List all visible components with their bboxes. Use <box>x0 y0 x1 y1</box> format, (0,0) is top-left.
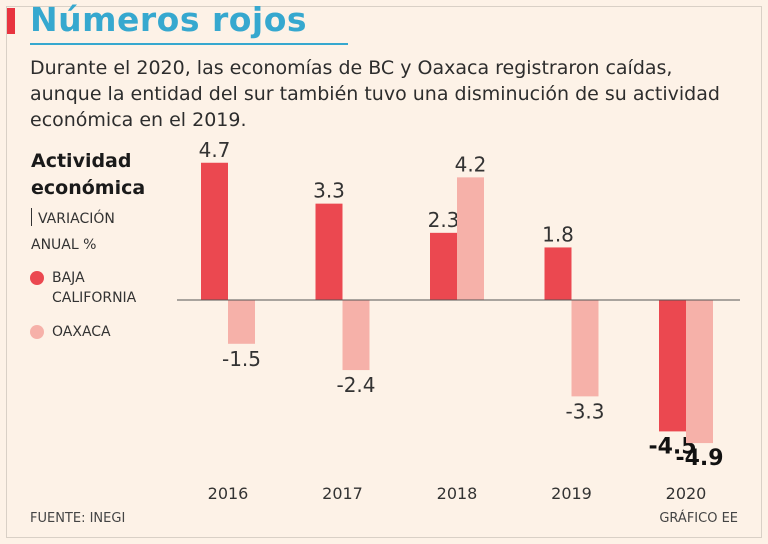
legend-line: BAJA <box>52 270 85 286</box>
subtitle-line: económica en el 2019. <box>30 109 247 131</box>
bar-bc-2018 <box>430 232 457 300</box>
bar-oaxaca-2019 <box>571 300 599 397</box>
legend-line: CALIFORNIA <box>52 290 137 306</box>
legend-label-bc: BAJA CALIFORNIA <box>52 268 136 308</box>
unit-line: VARIACIÓN <box>38 211 115 227</box>
bar-oaxaca-2017 <box>342 300 370 371</box>
bar-oaxaca-2018 <box>457 177 484 300</box>
legend-label-oaxaca: OAXACA <box>52 324 111 340</box>
title-accent-bar <box>7 8 15 34</box>
x-tick-label: 2016 <box>208 484 249 503</box>
data-label: 4.2 <box>455 152 487 176</box>
data-label: -3.3 <box>565 399 604 423</box>
x-tick-label: 2017 <box>322 484 363 503</box>
bar-bc-2019 <box>544 247 572 300</box>
subtitle: Durante el 2020, las economías de BC y O… <box>30 55 730 133</box>
title-rule <box>30 43 348 45</box>
data-label: -1.5 <box>222 347 261 371</box>
unit-label: VARIACIÓN ANUAL % <box>31 206 115 258</box>
page-title: Números rojos <box>30 0 308 39</box>
data-label: 2.3 <box>428 208 460 232</box>
x-tick-label: 2020 <box>666 484 707 503</box>
legend-dot-bc <box>30 271 44 285</box>
side-title-line: Actividad <box>31 150 132 172</box>
x-tick-label: 2019 <box>551 484 592 503</box>
data-label: -4.9 <box>675 446 723 471</box>
side-title: Actividad económica <box>31 148 145 202</box>
chart-frame <box>6 6 762 538</box>
bar-bc-2017 <box>315 203 343 300</box>
data-label: 4.7 <box>199 138 231 162</box>
data-label: 3.3 <box>313 179 345 203</box>
subtitle-line: aunque la entidad del sur también tuvo u… <box>30 83 720 105</box>
data-label: 1.8 <box>542 222 574 246</box>
bar-oaxaca-2020 <box>686 300 713 444</box>
data-label: -2.4 <box>336 373 375 397</box>
source-note: FUENTE: INEGI <box>30 511 126 526</box>
bar-bc-2016 <box>201 162 228 300</box>
x-tick-label: 2018 <box>437 484 478 503</box>
bar-oaxaca-2016 <box>228 300 255 344</box>
legend-dot-oaxaca <box>30 325 44 339</box>
credit-note: GRÁFICO EE <box>659 511 738 526</box>
subtitle-line: Durante el 2020, las economías de BC y O… <box>30 57 673 79</box>
side-title-line: económica <box>31 177 146 199</box>
bar-bc-2020 <box>659 300 686 432</box>
unit-line: ANUAL % <box>31 237 97 253</box>
unit-divider <box>31 208 32 226</box>
